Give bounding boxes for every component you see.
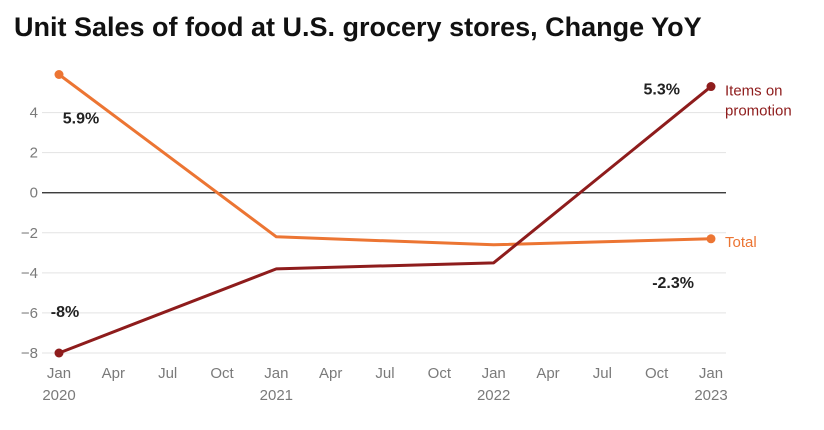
series-legend: Total Items on promotion (725, 83, 792, 251)
x-tick-year-label: 2023 (694, 387, 727, 404)
series-lines (54, 70, 716, 358)
x-tick-year-label: 2022 (477, 387, 510, 404)
y-tick-label: −8 (21, 345, 38, 362)
series-point (706, 234, 716, 244)
y-axis-ticks: −8 −6 −4 −2 0 2 4 (21, 105, 38, 362)
y-tick-label: −2 (21, 225, 38, 242)
chart-title: Unit Sales of food at U.S. grocery store… (14, 12, 702, 42)
x-tick-label: Jan (699, 365, 723, 382)
data-label: -2.3% (652, 275, 694, 292)
x-tick-label: Jan (47, 365, 71, 382)
y-tick-label: −4 (21, 265, 38, 282)
x-tick-label: Jul (593, 365, 612, 382)
x-tick-label: Oct (428, 365, 452, 382)
x-tick-year-label: 2021 (260, 387, 293, 404)
x-tick-label: Jan (482, 365, 506, 382)
data-labels: 5.9% -2.3% -8% 5.3% (51, 82, 694, 321)
series-point (706, 82, 716, 92)
data-label: -8% (51, 304, 79, 321)
y-tick-label: −6 (21, 305, 38, 322)
series-point (54, 70, 64, 80)
data-label: 5.3% (644, 82, 680, 99)
x-tick-label: Apr (536, 365, 559, 382)
x-tick-label: Apr (319, 365, 342, 382)
gridlines (42, 112, 726, 354)
y-tick-label: 0 (30, 185, 38, 202)
x-tick-label: Oct (645, 365, 669, 382)
x-axis-ticks: Jan 2020 Apr Jul Oct Jan 2021 Apr Jul Oct Jan 2022 A… (42, 365, 727, 404)
series-line (57, 73, 713, 247)
data-label: 5.9% (63, 111, 99, 128)
x-tick-label: Oct (210, 365, 234, 382)
y-tick-label: 2 (30, 145, 38, 162)
y-tick-label: 4 (30, 105, 38, 122)
x-tick-label: Apr (102, 365, 125, 382)
x-tick-label: Jul (375, 365, 394, 382)
x-tick-label: Jul (158, 365, 177, 382)
series-line (57, 85, 713, 355)
series-name-label: promotion (725, 103, 792, 120)
x-tick-label: Jan (264, 365, 288, 382)
series-point (54, 348, 64, 358)
x-tick-year-label: 2020 (42, 387, 75, 404)
series-name-label: Total (725, 234, 757, 251)
series-name-label: Items on (725, 83, 783, 100)
